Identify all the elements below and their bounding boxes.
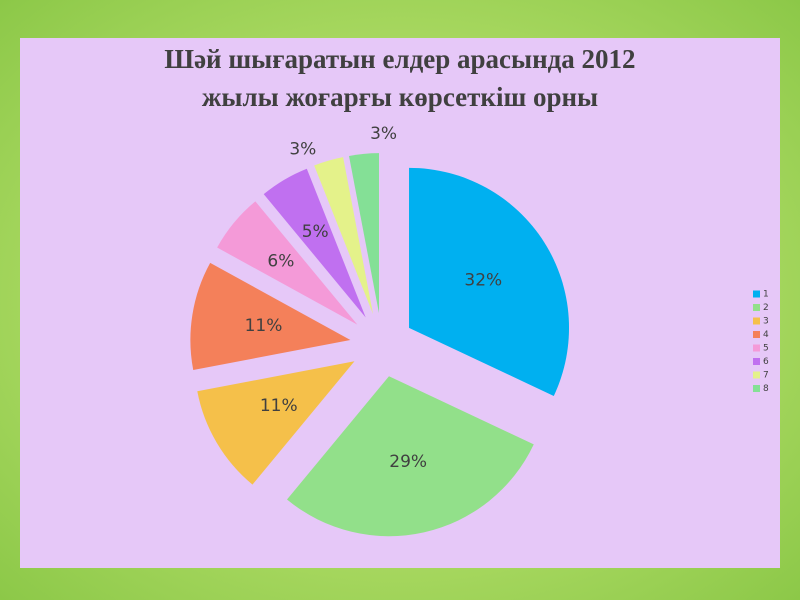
pie-slice (190, 262, 351, 370)
data-label: 11% (245, 316, 283, 336)
legend-label: 3 (763, 317, 769, 327)
legend-label: 1 (763, 290, 769, 300)
chart-title: Шәй шығаратын елдер арасында 2012 жылы жо… (164, 44, 635, 112)
pie-slice (217, 201, 358, 325)
legend-label: 2 (763, 303, 769, 313)
pie-slice (314, 157, 374, 315)
legend-label: 7 (763, 371, 769, 381)
pie-slice (349, 153, 379, 314)
legend-label: 5 (763, 344, 769, 354)
pie-slice (409, 167, 570, 396)
pie-slice (263, 168, 366, 318)
legend-swatch (753, 385, 760, 392)
data-label: 11% (260, 396, 298, 416)
pie-slice (286, 376, 534, 537)
data-label: 29% (389, 452, 427, 472)
legend-label: 8 (763, 384, 769, 394)
legend-swatch (753, 304, 760, 311)
data-label: 32% (464, 271, 502, 291)
legend-swatch (753, 331, 760, 338)
data-label: 3% (370, 124, 397, 144)
legend-swatch (753, 290, 760, 298)
data-label: 6% (267, 251, 294, 271)
legend-swatch (753, 344, 760, 352)
legend-label: 6 (763, 357, 769, 367)
data-label: 5% (302, 222, 329, 242)
legend-swatch (753, 371, 760, 379)
data-label: 3% (289, 139, 316, 159)
legend-label: 4 (763, 330, 769, 340)
legend-swatch (753, 317, 760, 325)
legend-swatch (753, 358, 760, 365)
pie-slice (197, 361, 355, 485)
